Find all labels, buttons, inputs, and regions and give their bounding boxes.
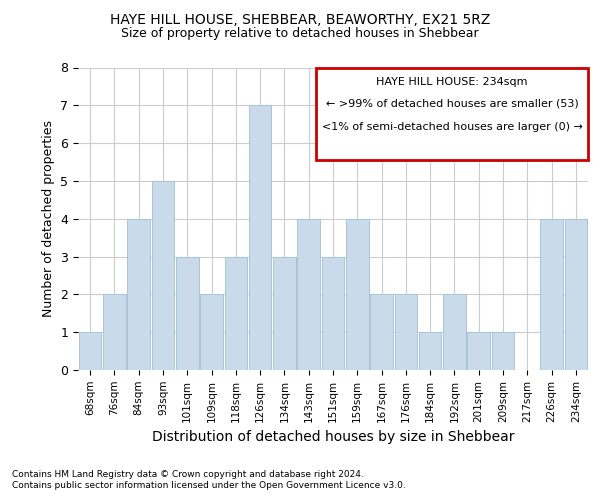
Text: Contains public sector information licensed under the Open Government Licence v3: Contains public sector information licen… bbox=[12, 481, 406, 490]
Text: Size of property relative to detached houses in Shebbear: Size of property relative to detached ho… bbox=[121, 28, 479, 40]
Text: HAYE HILL HOUSE: 234sqm: HAYE HILL HOUSE: 234sqm bbox=[376, 77, 528, 87]
Bar bbox=[467, 332, 490, 370]
Text: HAYE HILL HOUSE, SHEBBEAR, BEAWORTHY, EX21 5RZ: HAYE HILL HOUSE, SHEBBEAR, BEAWORTHY, EX… bbox=[110, 12, 490, 26]
Bar bbox=[200, 294, 223, 370]
Bar bbox=[540, 219, 563, 370]
Text: ← >99% of detached houses are smaller (53): ← >99% of detached houses are smaller (5… bbox=[326, 98, 578, 108]
Bar bbox=[249, 106, 271, 370]
Bar bbox=[322, 256, 344, 370]
FancyBboxPatch shape bbox=[316, 68, 588, 160]
Bar bbox=[395, 294, 417, 370]
Bar bbox=[370, 294, 393, 370]
Bar bbox=[152, 181, 174, 370]
Bar bbox=[492, 332, 514, 370]
Bar bbox=[565, 219, 587, 370]
Bar bbox=[298, 219, 320, 370]
Bar bbox=[443, 294, 466, 370]
Bar bbox=[176, 256, 199, 370]
Bar bbox=[127, 219, 150, 370]
Text: Contains HM Land Registry data © Crown copyright and database right 2024.: Contains HM Land Registry data © Crown c… bbox=[12, 470, 364, 479]
X-axis label: Distribution of detached houses by size in Shebbear: Distribution of detached houses by size … bbox=[152, 430, 514, 444]
Bar bbox=[273, 256, 296, 370]
Bar bbox=[103, 294, 126, 370]
Bar bbox=[419, 332, 442, 370]
Bar bbox=[79, 332, 101, 370]
Bar bbox=[346, 219, 368, 370]
Bar bbox=[224, 256, 247, 370]
Text: <1% of semi-detached houses are larger (0) →: <1% of semi-detached houses are larger (… bbox=[322, 122, 583, 132]
Y-axis label: Number of detached properties: Number of detached properties bbox=[42, 120, 55, 318]
